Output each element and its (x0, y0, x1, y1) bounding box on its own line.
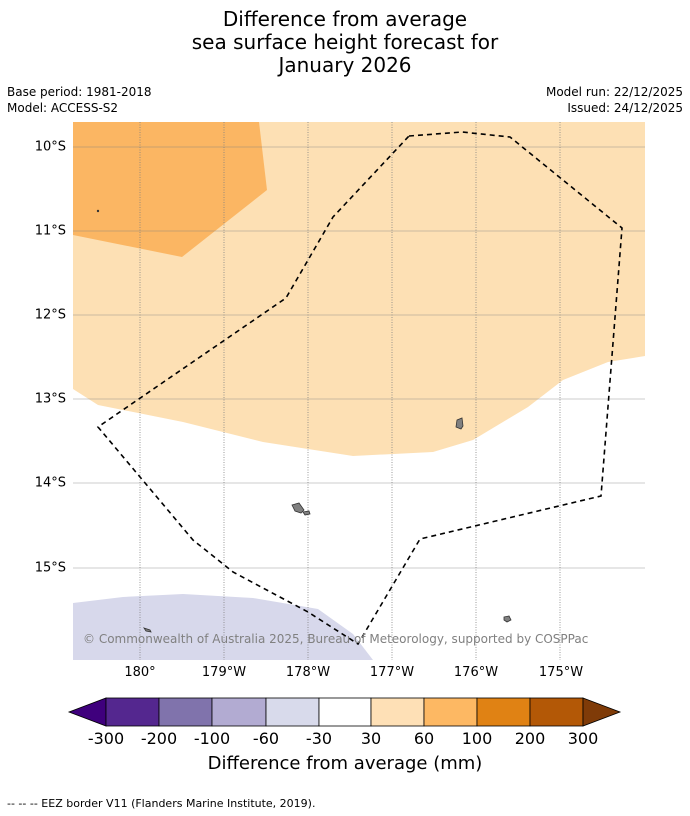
lat-label-11s: 11°S (34, 223, 66, 239)
issued-date: Issued: 24/12/2025 (567, 101, 683, 115)
colorbar-segment-30-60 (370, 697, 425, 727)
lat-label-13s: 13°S (34, 391, 66, 407)
title-line-3: January 2026 (278, 53, 412, 77)
colorbar-tick-60: 60 (413, 729, 435, 748)
island-middle (291, 502, 305, 514)
colorbar-segment-neg200-neg100 (158, 697, 213, 727)
colorbar (67, 697, 622, 727)
colorbar-tick-neg300: -300 (87, 729, 125, 748)
title-line-1: Difference from average (222, 7, 468, 31)
lat-label-10s: 10°S (34, 139, 66, 155)
lat-label-12s: 12°S (34, 307, 66, 323)
island-south-east (503, 615, 512, 623)
eez-footnote: -- -- -- EEZ border V11 (Flanders Marine… (7, 797, 316, 810)
colorbar-tick-neg200: -200 (140, 729, 178, 748)
colorbar-segment-60-100 (423, 697, 478, 727)
colorbar-tick-neg60: -60 (252, 729, 280, 748)
lon-label-175w: 175°W (538, 665, 584, 680)
colorbar-tick-200: 200 (514, 729, 546, 748)
colorbar-segment-200-300 (529, 697, 584, 727)
metadata-right: Model run: 22/12/2025 Issued: 24/12/2025 (546, 84, 683, 116)
map-canvas (73, 122, 645, 660)
colorbar-extend-low (67, 697, 107, 727)
island-north-west-dot (96, 209, 100, 213)
colorbar-segment-neg30-30 (318, 697, 372, 727)
model-name: Model: ACCESS-S2 (7, 101, 119, 115)
latitude-gridlines (73, 146, 645, 569)
map-title: Difference from average sea surface heig… (0, 8, 690, 77)
island-north (455, 417, 464, 430)
colorbar-segment-neg300-neg200 (105, 697, 160, 727)
anomaly-region-neg60-neg30 (73, 594, 373, 660)
colorbar-tick-neg100: -100 (193, 729, 231, 748)
colorbar-label: Difference from average (mm) (207, 753, 483, 774)
island-middle-small (302, 510, 311, 516)
colorbar-extend-high (582, 697, 622, 727)
colorbar-tick-30: 30 (360, 729, 382, 748)
metadata-left: Base period: 1981-2018 Model: ACCESS-S2 (7, 84, 152, 116)
title-line-2: sea surface height forecast for (191, 30, 499, 54)
colorbar-tick-300: 300 (567, 729, 599, 748)
colorbar-segment-neg100-neg60 (211, 697, 267, 727)
lat-label-14s: 14°S (34, 475, 66, 491)
base-period: Base period: 1981-2018 (7, 85, 152, 99)
islands (96, 209, 512, 633)
lon-label-179w: 179°W (201, 665, 247, 680)
colorbar-segment-100-200 (476, 697, 531, 727)
lon-label-178w: 178°W (285, 665, 331, 680)
island-south-west (143, 627, 152, 633)
colorbar-segment-neg60-neg30 (265, 697, 320, 727)
longitude-gridlines (139, 122, 561, 660)
model-run-date: Model run: 22/12/2025 (545, 85, 683, 99)
lon-label-177w: 177°W (369, 665, 415, 680)
colorbar-tick-neg30: -30 (305, 729, 333, 748)
lon-label-176w: 176°W (453, 665, 499, 680)
anomaly-region-60-100 (73, 122, 267, 257)
lat-label-15s: 15°S (34, 560, 66, 576)
map-panel[interactable] (73, 122, 645, 660)
copyright-notice: © Commonwealth of Australia 2025, Bureau… (83, 632, 589, 646)
lon-label-180: 180° (124, 665, 156, 680)
colorbar-tick-100: 100 (461, 729, 493, 748)
